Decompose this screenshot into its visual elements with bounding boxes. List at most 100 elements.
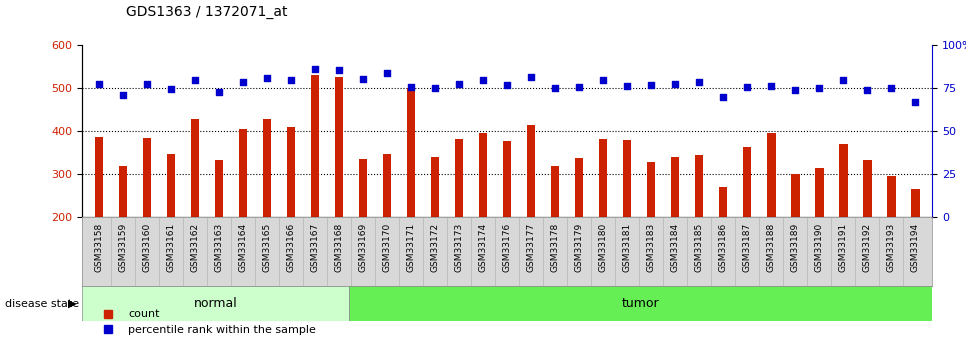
Text: GSM33168: GSM33168: [334, 223, 344, 272]
Point: [163, 86, 179, 91]
Text: GSM33190: GSM33190: [815, 223, 824, 272]
Point: [716, 95, 731, 100]
Point: [380, 70, 395, 76]
Text: disease state: disease state: [5, 299, 79, 308]
Bar: [743, 147, 752, 217]
Point: [595, 77, 611, 83]
Point: [787, 87, 803, 93]
Point: [524, 75, 539, 80]
Text: GSM33194: GSM33194: [911, 223, 920, 272]
Bar: [214, 160, 223, 217]
Bar: [551, 167, 559, 217]
Bar: [383, 154, 391, 217]
Point: [331, 67, 347, 73]
Text: GSM33164: GSM33164: [239, 223, 247, 272]
Text: GSM33187: GSM33187: [743, 223, 752, 272]
Text: GSM33165: GSM33165: [263, 223, 271, 272]
Point: [236, 79, 251, 84]
Bar: [358, 159, 367, 217]
Bar: [887, 176, 895, 217]
Point: [355, 77, 371, 82]
Bar: [767, 133, 776, 217]
Point: [139, 81, 155, 87]
Point: [91, 81, 106, 87]
Text: GSM33178: GSM33178: [551, 223, 559, 272]
Point: [908, 99, 923, 105]
Point: [548, 85, 563, 91]
Bar: [911, 189, 920, 217]
Bar: [335, 77, 343, 217]
Text: GSM33188: GSM33188: [767, 223, 776, 272]
Bar: [599, 139, 608, 217]
Point: [572, 85, 587, 90]
Bar: [455, 139, 464, 217]
Text: GSM33192: GSM33192: [863, 223, 872, 272]
Bar: [479, 133, 487, 217]
Text: GSM33162: GSM33162: [190, 223, 199, 272]
Text: GSM33161: GSM33161: [166, 223, 176, 272]
Point: [763, 83, 779, 89]
Text: GSM33179: GSM33179: [575, 223, 583, 272]
Bar: [95, 137, 103, 217]
Text: GSM33191: GSM33191: [838, 223, 848, 272]
Bar: [311, 75, 319, 217]
Text: GSM33186: GSM33186: [719, 223, 727, 272]
Bar: [167, 154, 175, 217]
Point: [307, 66, 323, 71]
Bar: [671, 157, 679, 217]
Bar: [82, 286, 350, 321]
Bar: [143, 138, 151, 217]
Text: GSM33181: GSM33181: [623, 223, 632, 272]
Text: GSM33169: GSM33169: [358, 223, 368, 272]
Bar: [527, 126, 535, 217]
Point: [404, 84, 419, 89]
Bar: [119, 167, 128, 217]
Text: GSM33184: GSM33184: [670, 223, 680, 272]
Point: [115, 92, 130, 98]
Point: [811, 85, 827, 91]
Legend: count, percentile rank within the sample: count, percentile rank within the sample: [93, 305, 321, 339]
Text: GSM33177: GSM33177: [526, 223, 536, 272]
Text: GSM33180: GSM33180: [599, 223, 608, 272]
Point: [451, 81, 467, 87]
Text: GSM33183: GSM33183: [646, 223, 656, 272]
Text: GSM33174: GSM33174: [478, 223, 488, 272]
Bar: [287, 127, 296, 217]
Bar: [503, 141, 511, 217]
Text: GSM33185: GSM33185: [695, 223, 704, 272]
Text: GDS1363 / 1372071_at: GDS1363 / 1372071_at: [126, 5, 287, 19]
Text: tumor: tumor: [622, 297, 660, 310]
Bar: [719, 187, 727, 217]
Text: GSM33172: GSM33172: [431, 223, 440, 272]
Point: [668, 81, 683, 87]
Text: GSM33189: GSM33189: [791, 223, 800, 272]
Text: GSM33176: GSM33176: [502, 223, 512, 272]
Bar: [864, 160, 871, 217]
Bar: [839, 144, 847, 217]
Bar: [350, 286, 932, 321]
Text: GSM33167: GSM33167: [310, 223, 320, 272]
Bar: [239, 129, 247, 217]
Point: [212, 90, 227, 95]
Point: [692, 79, 707, 84]
Bar: [575, 158, 583, 217]
Text: GSM33158: GSM33158: [95, 223, 103, 272]
Text: GSM33160: GSM33160: [142, 223, 152, 272]
Bar: [263, 119, 271, 217]
Text: ▶: ▶: [68, 299, 76, 308]
Point: [836, 77, 851, 83]
Point: [187, 77, 203, 83]
Text: normal: normal: [194, 297, 238, 310]
Bar: [647, 162, 656, 217]
Point: [283, 77, 298, 82]
Text: GSM33166: GSM33166: [287, 223, 296, 272]
Bar: [431, 157, 440, 217]
Bar: [407, 88, 415, 217]
Text: GSM33193: GSM33193: [887, 223, 895, 272]
Bar: [791, 174, 800, 217]
Text: GSM33173: GSM33173: [455, 223, 464, 272]
Point: [643, 82, 659, 87]
Point: [427, 85, 442, 91]
Point: [740, 84, 755, 89]
Bar: [696, 155, 703, 217]
